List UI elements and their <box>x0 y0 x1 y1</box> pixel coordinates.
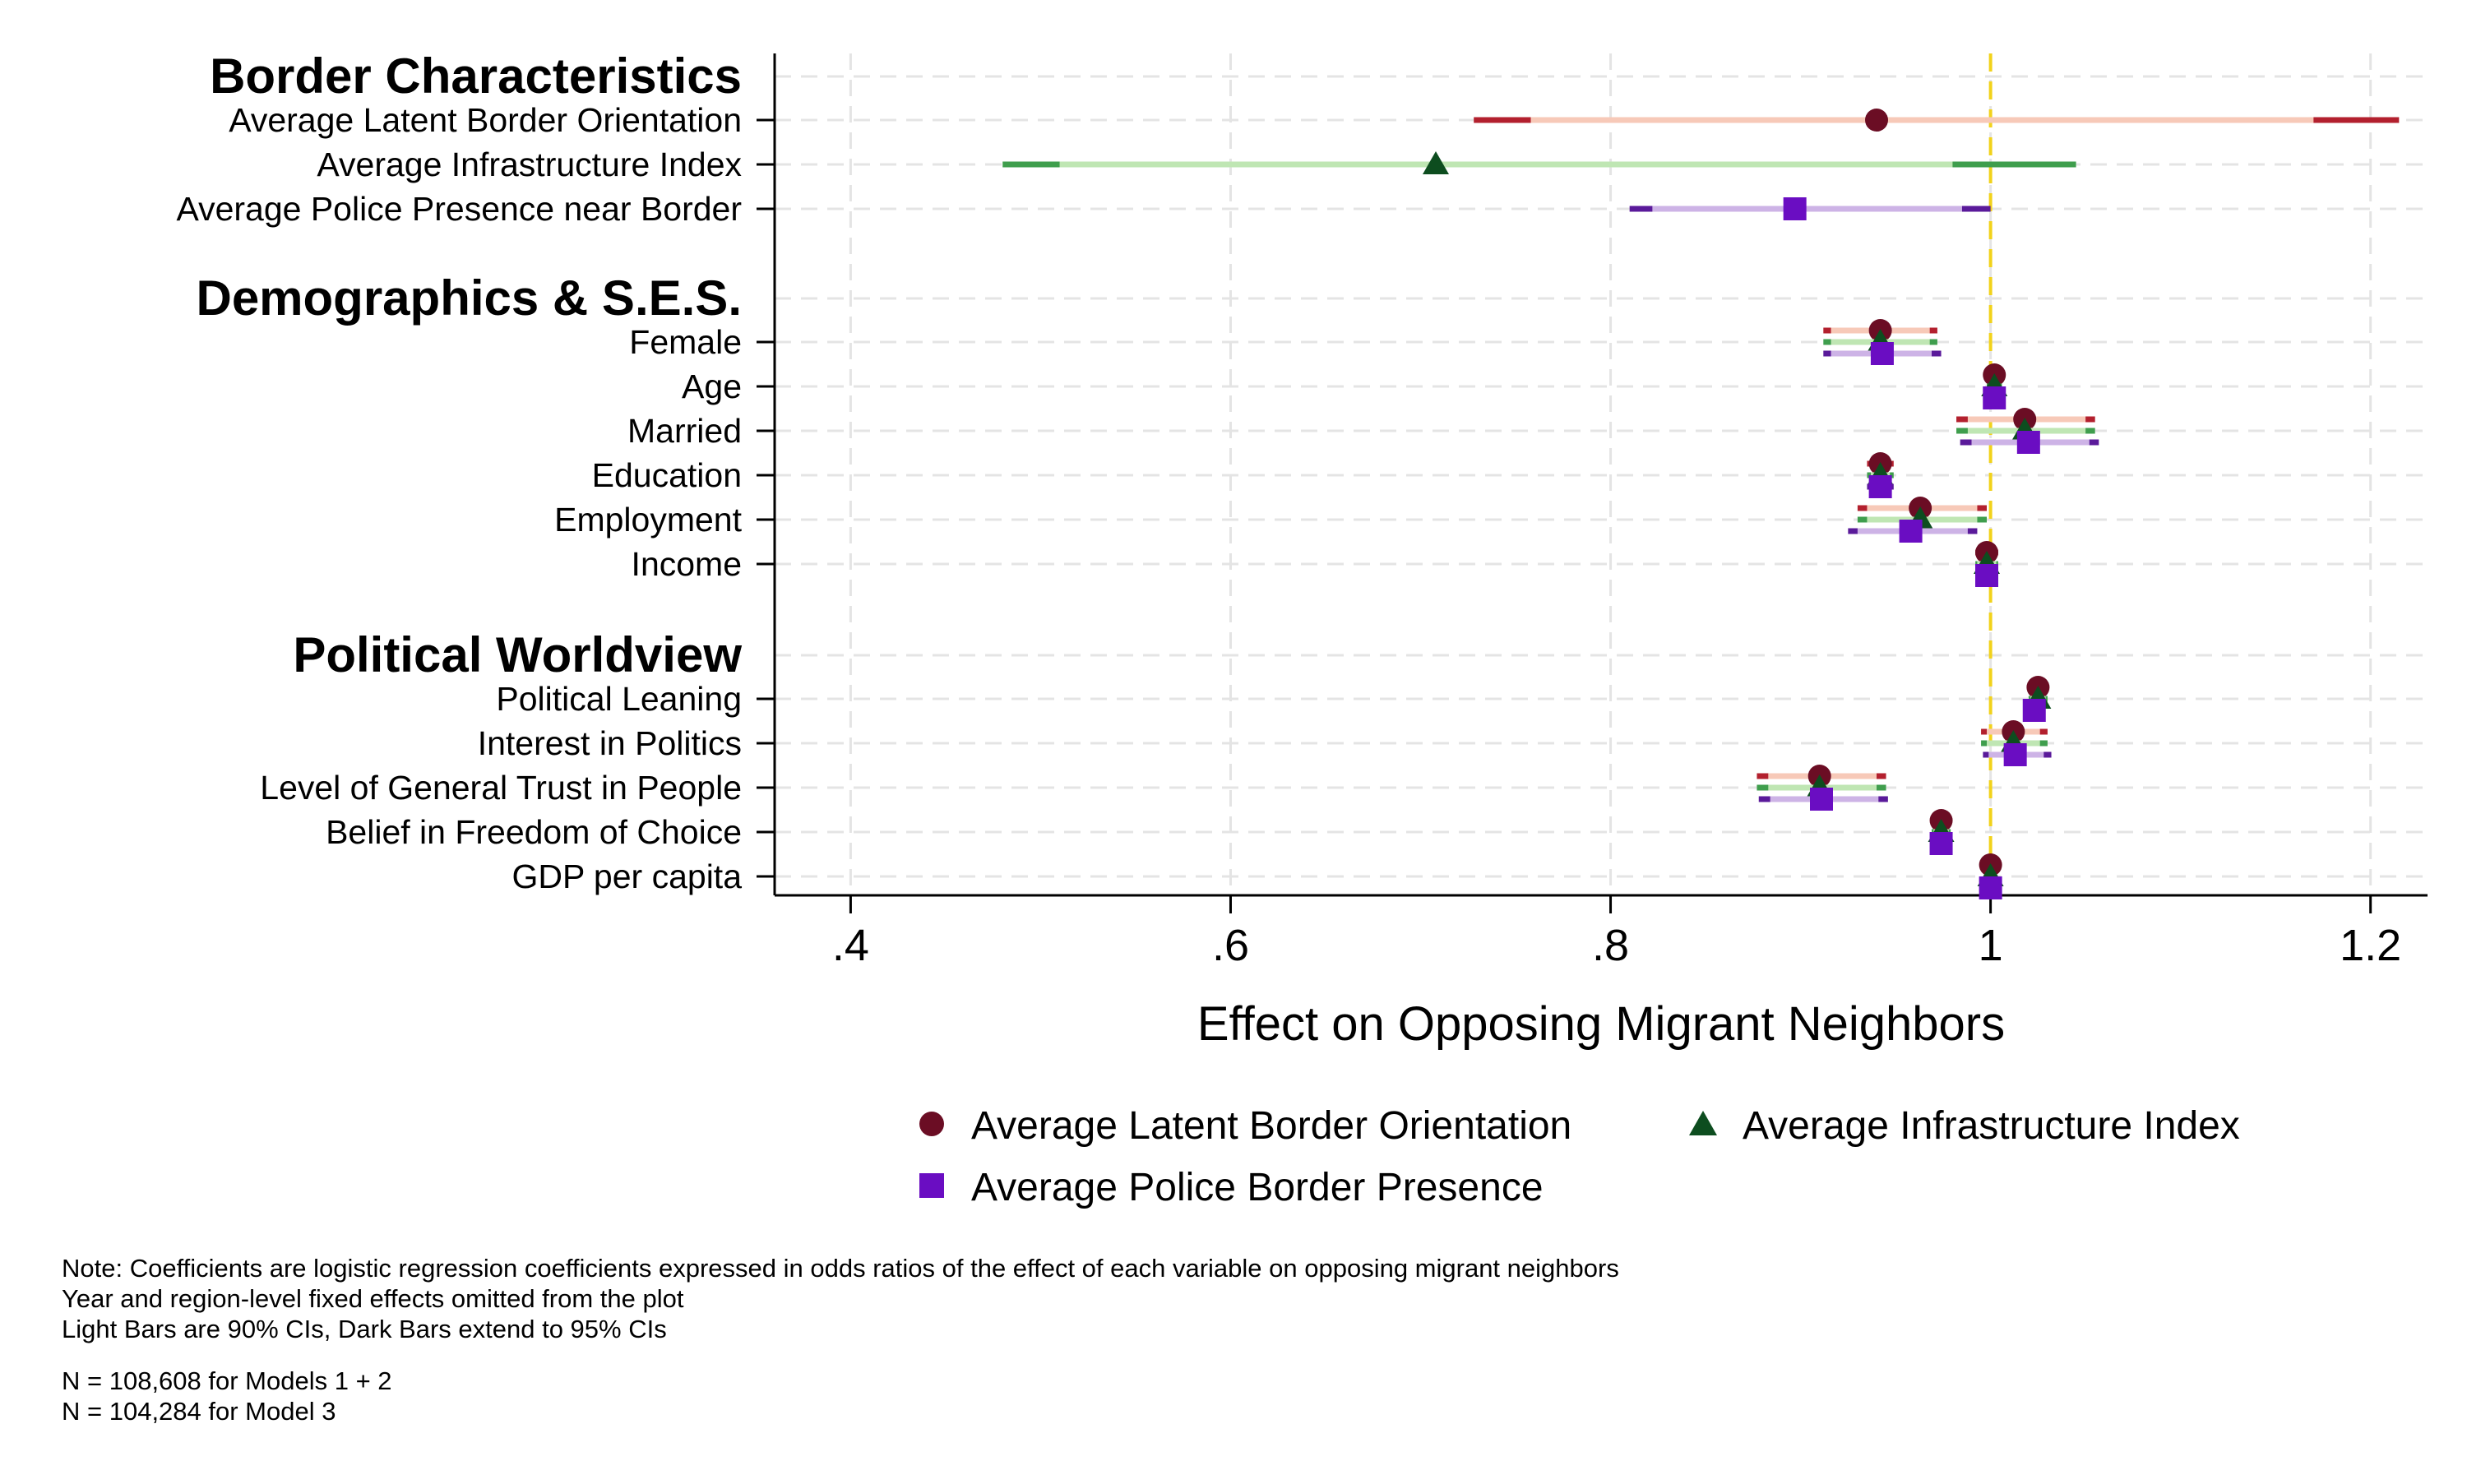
point-average-police-border-presence-education <box>1868 475 1892 498</box>
note-line-3: Light Bars are 90% CIs, Dark Bars extend… <box>62 1315 667 1343</box>
y-label-average-infrastructure-index: Average Infrastructure Index <box>317 146 742 183</box>
x-tick-label-0: .4 <box>832 921 869 970</box>
y-label-married: Married <box>627 412 742 450</box>
note-line-1: Note: Coefficients are logistic regressi… <box>62 1254 1619 1283</box>
y-label-income: Income <box>632 545 742 583</box>
group-label-border-characteristics: Border Characteristics <box>210 49 742 104</box>
point-average-police-border-presence-interest-in-politics <box>2003 743 2027 766</box>
point-average-police-border-presence-gdp-per-capita <box>1979 876 2002 899</box>
point-average-police-border-presence-income <box>1975 564 1998 587</box>
legend-marker-average-infrastructure-index <box>1689 1111 1717 1135</box>
x-tick-label-2: .8 <box>1592 921 1629 970</box>
point-average-police-border-presence-belief-in-freedom-of-choice <box>1929 832 1953 855</box>
point-average-police-border-presence-political-leaning <box>2022 699 2046 722</box>
legend-label-average-latent-border-orientation: Average Latent Border Orientation <box>971 1104 1571 1148</box>
x-axis-title: Effect on Opposing Migrant Neighbors <box>1197 997 2005 1051</box>
note-line-5: N = 104,284 for Model 3 <box>62 1397 336 1426</box>
x-tick-label-1: .6 <box>1212 921 1249 970</box>
y-label-interest-in-politics: Interest in Politics <box>478 724 742 762</box>
y-label-political-leaning: Political Leaning <box>496 680 742 718</box>
point-average-police-border-presence-level-of-general-trust-in-people <box>1810 788 1833 811</box>
legend-marker-average-latent-border-orientation <box>919 1112 944 1136</box>
y-label-average-police-presence-near-border: Average Police Presence near Border <box>176 190 742 228</box>
y-label-belief-in-freedom-of-choice: Belief in Freedom of Choice <box>326 813 742 851</box>
y-label-female: Female <box>629 323 742 361</box>
point-average-police-border-presence-age <box>1983 386 2006 409</box>
point-average-police-border-presence-female <box>1870 342 1894 365</box>
group-label-demographics-s-e-s: Demographics & S.E.S. <box>196 270 742 326</box>
y-label-education: Education <box>592 456 742 494</box>
note-line-4: N = 108,608 for Models 1 + 2 <box>62 1366 392 1395</box>
x-tick-label-4: 1.2 <box>2340 921 2401 970</box>
y-label-average-latent-border-orientation: Average Latent Border Orientation <box>229 101 742 139</box>
legend-label-average-infrastructure-index: Average Infrastructure Index <box>1743 1104 2240 1148</box>
note-line-2: Year and region-level fixed effects omit… <box>62 1284 684 1313</box>
y-label-age: Age <box>682 368 742 405</box>
y-label-employment: Employment <box>554 501 742 539</box>
y-label-level-of-general-trust-in-people: Level of General Trust in People <box>260 769 742 807</box>
y-label-gdp-per-capita: GDP per capita <box>511 858 742 895</box>
point-average-police-border-presence-married <box>2016 431 2040 454</box>
point-average-police-border-presence-average-police-presence-near-border <box>1783 197 1807 220</box>
legend-label-average-police-border-presence: Average Police Border Presence <box>971 1166 1544 1209</box>
legend-marker-average-police-border-presence <box>919 1173 944 1198</box>
group-label-political-worldview: Political Worldview <box>293 627 742 682</box>
point-average-police-border-presence-employment <box>1899 520 1923 543</box>
x-tick-label-3: 1 <box>1979 921 2003 970</box>
point-average-infrastructure-index-average-infrastructure-index <box>1423 151 1449 174</box>
point-average-latent-border-orientation-average-latent-border-orientation <box>1865 109 1888 132</box>
